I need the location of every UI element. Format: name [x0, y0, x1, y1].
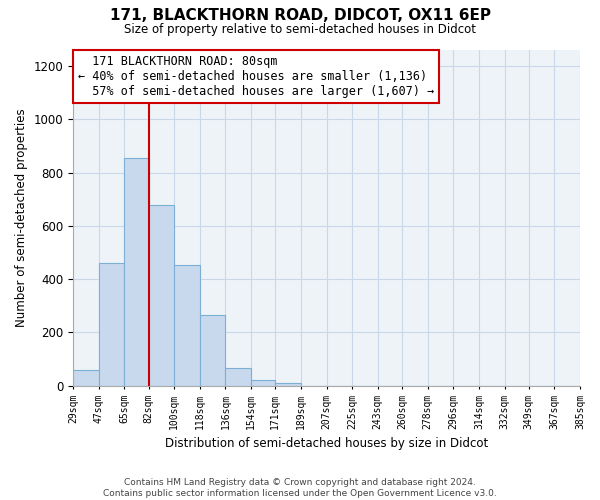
Bar	[226, 368, 251, 386]
Text: 171 BLACKTHORN ROAD: 80sqm
← 40% of semi-detached houses are smaller (1,136)
  5: 171 BLACKTHORN ROAD: 80sqm ← 40% of semi…	[78, 55, 434, 98]
Bar	[73, 370, 98, 386]
Text: Contains HM Land Registry data © Crown copyright and database right 2024.
Contai: Contains HM Land Registry data © Crown c…	[103, 478, 497, 498]
Bar	[174, 264, 200, 386]
Bar	[98, 263, 124, 386]
Bar	[275, 383, 301, 386]
Bar	[251, 380, 275, 386]
Bar	[149, 204, 174, 386]
X-axis label: Distribution of semi-detached houses by size in Didcot: Distribution of semi-detached houses by …	[165, 437, 488, 450]
Text: 171, BLACKTHORN ROAD, DIDCOT, OX11 6EP: 171, BLACKTHORN ROAD, DIDCOT, OX11 6EP	[110, 8, 491, 22]
Y-axis label: Number of semi-detached properties: Number of semi-detached properties	[15, 108, 28, 327]
Text: Size of property relative to semi-detached houses in Didcot: Size of property relative to semi-detach…	[124, 22, 476, 36]
Bar	[124, 158, 149, 386]
Bar	[200, 315, 226, 386]
